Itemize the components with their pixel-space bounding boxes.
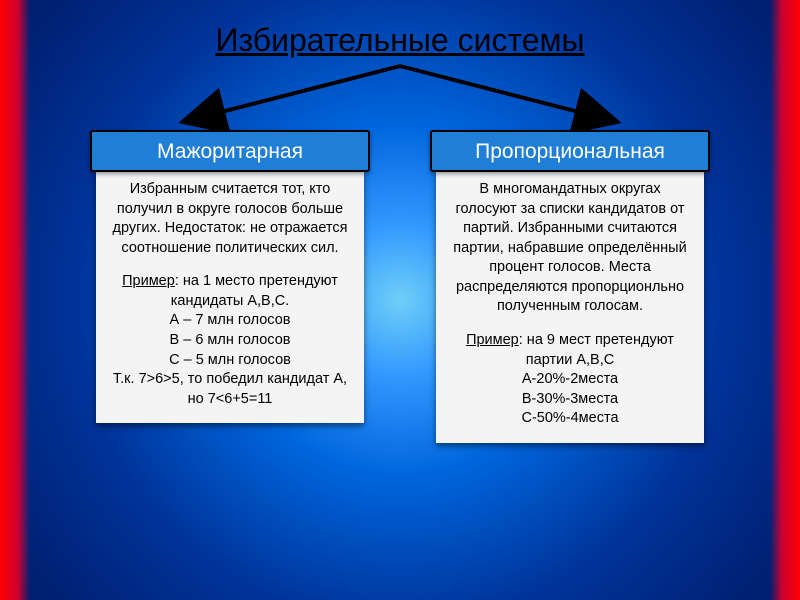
frame-right [770, 0, 800, 600]
split-arrows [140, 60, 660, 130]
example-line: А – 7 млн голосов [108, 311, 352, 331]
example-line: Т.к. 7>6>5, то победил кандидат А, но 7<… [108, 370, 352, 409]
example-intro-0: : на 1 место претендуют кандидаты А,В,С. [171, 273, 338, 309]
page-title: Избирательные системы [0, 22, 800, 59]
frame-left [0, 0, 30, 600]
body-majoritarian: Избранным считается тот, кто получил в о… [96, 170, 364, 423]
example-line: А-20%-2места [448, 370, 692, 390]
example-line: С-50%-4места [448, 409, 692, 429]
example-label-0: Пример [122, 273, 175, 289]
example-label-1: Пример [466, 332, 519, 348]
header-majoritarian: Мажоритарная [90, 130, 370, 172]
example-line: В-30%-3места [448, 390, 692, 410]
example-proportional: Пример: на 9 мест претендуют партии А,В,… [448, 331, 692, 370]
desc-proportional: В многомандатных округах голосуют за спи… [448, 180, 692, 317]
body-proportional: В многомандатных округах голосуют за спи… [436, 170, 704, 443]
column-proportional: Пропорциональная В многомандатных округа… [430, 130, 710, 443]
header-proportional: Пропорциональная [430, 130, 710, 172]
column-majoritarian: Мажоритарная Избранным считается тот, кт… [90, 130, 370, 423]
desc-majoritarian: Избранным считается тот, кто получил в о… [108, 180, 352, 258]
example-intro-1: : на 9 мест претендуют партии А,В,С [519, 332, 674, 368]
example-line: С – 5 млн голосов [108, 351, 352, 371]
example-majoritarian: Пример: на 1 место претендуют кандидаты … [108, 272, 352, 311]
example-line: В – 6 млн голосов [108, 331, 352, 351]
